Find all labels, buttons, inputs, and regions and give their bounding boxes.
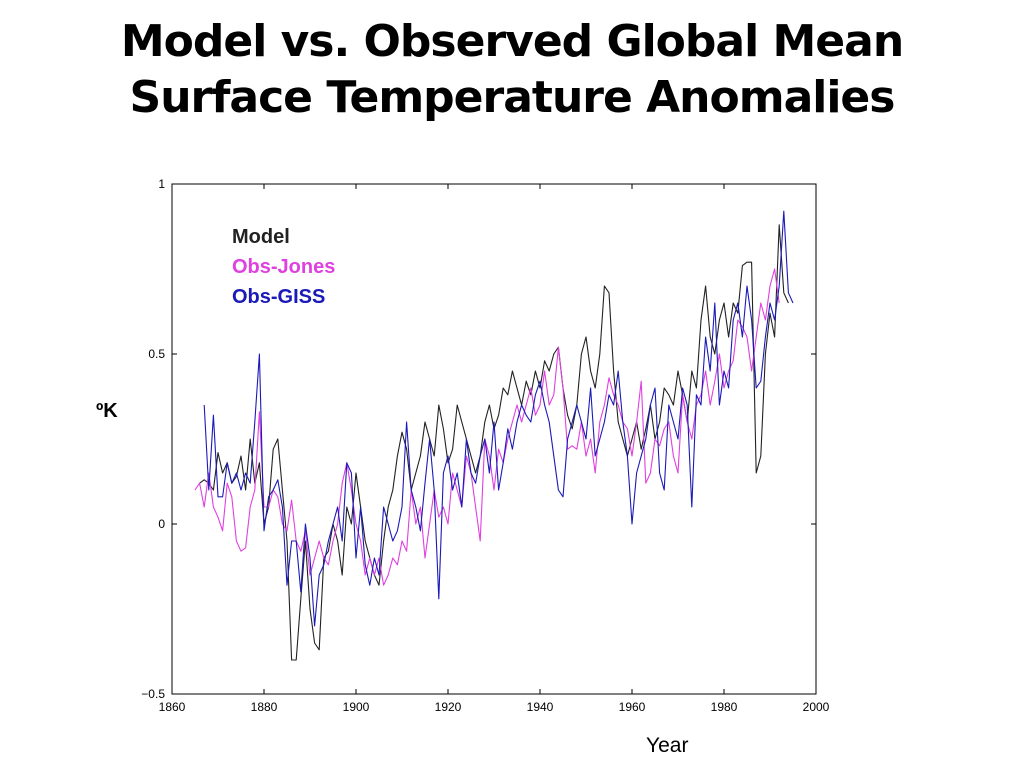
legend-entry-model: Model (232, 226, 290, 248)
x-tick-label: 1960 (619, 700, 646, 714)
legend-entry-obs-jones: Obs-Jones (232, 256, 335, 278)
x-tick-label: 1980 (711, 700, 738, 714)
series-line-obs-giss (203, 210, 794, 627)
slide-title: Model vs. Observed Global Mean Surface T… (0, 14, 1024, 126)
series-lines (194, 210, 794, 661)
y-axis-label: ºK (96, 400, 118, 422)
x-tick-label: 1860 (159, 700, 186, 714)
x-axis-label: Year (646, 734, 689, 757)
x-tick-label: 1940 (527, 700, 554, 714)
plot-frame (171, 183, 817, 695)
y-tick-label: −0.5 (141, 687, 165, 701)
series-line-obs-jones (194, 268, 780, 586)
legend-entry-obs-giss: Obs-GISS (232, 286, 325, 308)
y-tick-label: 0.5 (148, 347, 165, 361)
x-tick-label: 2000 (803, 700, 830, 714)
x-tick-label: 1920 (435, 700, 462, 714)
legend: Model Obs-Jones Obs-GISS (232, 226, 335, 308)
x-tick-label: 1880 (251, 700, 278, 714)
slide-title-line-2: Surface Temperature Anomalies (129, 72, 896, 123)
y-tick-label: 0 (158, 517, 165, 531)
axis-ticks: 1860 1880 1900 1920 1940 1960 1980 2000 −0.5 0 0.5… (141, 177, 829, 714)
x-tick-label: 1900 (343, 700, 370, 714)
slide-title-line-1: Model vs. Observed Global Mean (120, 16, 904, 67)
y-tick-label: 1 (158, 177, 165, 191)
